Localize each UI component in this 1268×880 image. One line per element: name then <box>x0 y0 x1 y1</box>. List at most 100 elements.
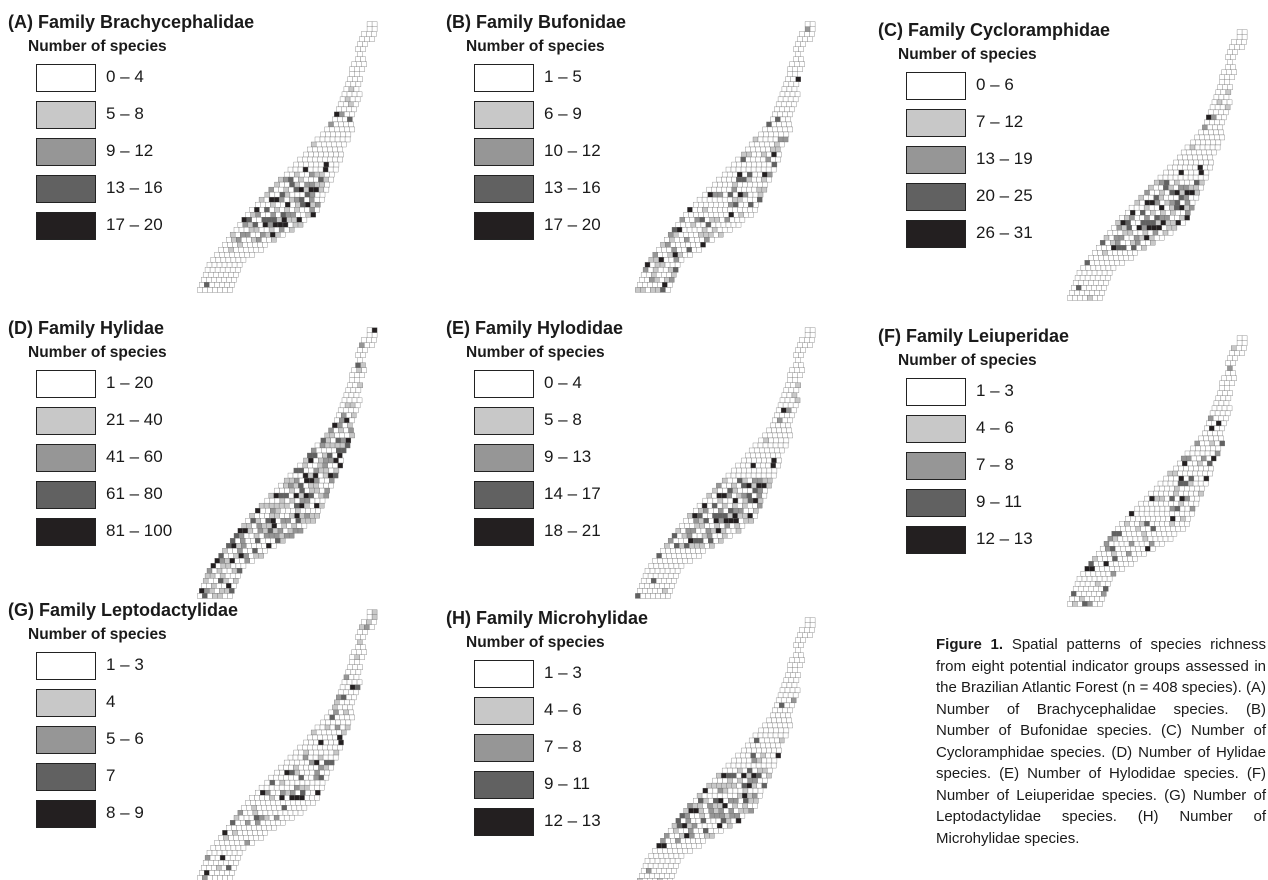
grid-cell <box>357 639 363 645</box>
grid-cell <box>283 196 290 203</box>
grid-cell <box>345 437 352 444</box>
grid-cell <box>1213 435 1219 442</box>
grid-cell <box>202 875 208 880</box>
grid-cell <box>214 252 220 258</box>
grid-cell <box>772 442 779 449</box>
grid-cell <box>300 800 306 806</box>
grid-cell <box>231 262 238 268</box>
grid-cell <box>717 207 723 213</box>
grid-cell <box>284 769 290 776</box>
grid-cell <box>202 272 209 278</box>
grid-cell <box>324 136 331 143</box>
grid-cell <box>783 81 790 87</box>
grid-cell <box>699 523 705 529</box>
grid-cell <box>209 870 215 876</box>
grid-cell <box>763 131 769 138</box>
grid-cell <box>269 207 275 213</box>
grid-cell <box>266 237 272 243</box>
grid-cell <box>243 553 249 559</box>
grid-cell <box>273 815 280 821</box>
grid-cell <box>270 232 276 238</box>
grid-cell <box>772 732 779 739</box>
grid-cell <box>1187 174 1194 181</box>
grid-cell <box>1102 556 1108 562</box>
grid-cell <box>766 427 772 434</box>
grid-cell <box>747 767 753 774</box>
grid-cell <box>271 523 277 529</box>
grid-cell <box>349 699 355 706</box>
grid-cell <box>1159 215 1165 221</box>
grid-cell <box>224 573 231 579</box>
grid-cell <box>684 813 690 819</box>
grid-cell <box>767 126 773 133</box>
grid-cell <box>664 543 670 549</box>
grid-cell <box>782 432 788 439</box>
grid-cell <box>369 624 375 630</box>
grid-cell <box>349 654 355 660</box>
grid-cell <box>676 823 683 829</box>
grid-cell <box>727 191 734 198</box>
grid-cell <box>674 543 680 549</box>
grid-cell <box>708 808 714 814</box>
grid-cell <box>654 277 660 283</box>
grid-cell <box>270 538 276 544</box>
grid-cell <box>779 687 786 694</box>
grid-cell <box>1101 551 1107 557</box>
grid-cell <box>1231 375 1237 381</box>
grid-cell <box>1192 480 1199 487</box>
grid-cell <box>340 437 347 444</box>
grid-cell <box>695 242 701 248</box>
grid-cell <box>1156 225 1163 231</box>
grid-cell <box>333 427 339 434</box>
grid-cell <box>657 573 664 579</box>
grid-cell <box>354 96 361 103</box>
grid-cell <box>735 752 741 759</box>
grid-cell <box>238 247 244 253</box>
grid-cell <box>776 747 782 754</box>
grid-cell <box>226 583 232 589</box>
grid-cell <box>1153 204 1160 211</box>
panel-title: (F) Family Leiuperidae <box>878 326 1070 346</box>
grid-cell <box>669 833 675 839</box>
grid-cell <box>283 784 290 791</box>
grid-cell <box>247 222 254 228</box>
grid-cell <box>1160 515 1166 522</box>
grid-cell <box>746 747 752 754</box>
grid-cell <box>213 272 219 278</box>
grid-cell <box>1183 194 1190 201</box>
grid-cell <box>294 784 300 791</box>
grid-cell <box>359 654 365 660</box>
grid-cell <box>1173 159 1179 166</box>
grid-cell <box>1101 270 1108 276</box>
grid-cell <box>257 548 263 554</box>
grid-cell <box>666 868 672 874</box>
grid-cell <box>687 207 693 213</box>
grid-cell <box>278 227 285 233</box>
grid-cell <box>240 538 246 544</box>
grid-cell <box>326 729 332 736</box>
grid-cell <box>310 201 316 208</box>
grid-cell <box>233 227 240 233</box>
grid-cell <box>667 848 673 854</box>
legend-swatch <box>906 489 966 517</box>
grid-cell <box>757 777 763 784</box>
grid-cell <box>667 282 673 288</box>
grid-cell <box>329 126 335 133</box>
grid-cell <box>787 692 794 699</box>
grid-cell <box>348 689 354 696</box>
grid-cell <box>746 467 753 474</box>
grid-cell <box>1108 561 1114 567</box>
grid-cell <box>261 805 267 811</box>
grid-cell <box>771 151 777 158</box>
grid-cell <box>342 407 349 414</box>
grid-cell <box>662 878 668 880</box>
grid-cell <box>1198 475 1205 482</box>
grid-cell <box>314 497 321 504</box>
grid-cell <box>748 507 754 514</box>
grid-cell <box>1226 99 1233 106</box>
grid-cell <box>1219 410 1226 417</box>
grid-cell <box>765 742 771 749</box>
grid-cell <box>1153 235 1160 241</box>
grid-cell <box>772 722 778 729</box>
grid-cell <box>1148 541 1155 547</box>
